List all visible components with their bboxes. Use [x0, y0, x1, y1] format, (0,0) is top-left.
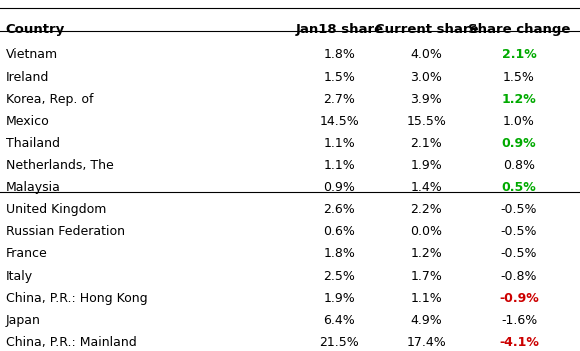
Text: 2.7%: 2.7% — [324, 93, 355, 106]
Text: 1.1%: 1.1% — [411, 292, 442, 305]
Text: Country: Country — [6, 23, 65, 36]
Text: -1.6%: -1.6% — [501, 314, 537, 327]
Text: China, P.R.: Mainland: China, P.R.: Mainland — [6, 336, 136, 349]
Text: 14.5%: 14.5% — [320, 115, 359, 128]
Text: 1.5%: 1.5% — [324, 71, 355, 84]
Text: Italy: Italy — [6, 270, 33, 283]
Text: 1.8%: 1.8% — [324, 48, 355, 61]
Text: France: France — [6, 247, 48, 260]
Text: 0.9%: 0.9% — [502, 137, 536, 150]
Text: 1.2%: 1.2% — [502, 93, 536, 106]
Text: -0.5%: -0.5% — [501, 225, 537, 238]
Text: Netherlands, The: Netherlands, The — [6, 159, 114, 172]
Text: Current share: Current share — [375, 23, 478, 36]
Text: Mexico: Mexico — [6, 115, 49, 128]
Text: 1.9%: 1.9% — [411, 159, 442, 172]
Text: 2.5%: 2.5% — [324, 270, 355, 283]
Text: China, P.R.: Hong Kong: China, P.R.: Hong Kong — [6, 292, 147, 305]
Text: 0.6%: 0.6% — [324, 225, 355, 238]
Text: -0.8%: -0.8% — [501, 270, 537, 283]
Text: 1.4%: 1.4% — [411, 181, 442, 194]
Text: 2.2%: 2.2% — [411, 203, 442, 216]
Text: Korea, Rep. of: Korea, Rep. of — [6, 93, 93, 106]
Text: 3.0%: 3.0% — [411, 71, 442, 84]
Text: 2.1%: 2.1% — [411, 137, 442, 150]
Text: Ireland: Ireland — [6, 71, 49, 84]
Text: 15.5%: 15.5% — [407, 115, 446, 128]
Text: 0.5%: 0.5% — [502, 181, 536, 194]
Text: 17.4%: 17.4% — [407, 336, 446, 349]
Text: Jan18 share: Jan18 share — [295, 23, 383, 36]
Text: Thailand: Thailand — [6, 137, 60, 150]
Text: United Kingdom: United Kingdom — [6, 203, 106, 216]
Text: -4.1%: -4.1% — [499, 336, 539, 349]
Text: 0.9%: 0.9% — [324, 181, 355, 194]
Text: 21.5%: 21.5% — [320, 336, 359, 349]
Text: 1.0%: 1.0% — [503, 115, 535, 128]
Text: 6.4%: 6.4% — [324, 314, 355, 327]
Text: 4.0%: 4.0% — [411, 48, 442, 61]
Text: Russian Federation: Russian Federation — [6, 225, 125, 238]
Text: 0.0%: 0.0% — [410, 225, 443, 238]
Text: 4.9%: 4.9% — [411, 314, 442, 327]
Text: -0.5%: -0.5% — [501, 203, 537, 216]
Text: 0.8%: 0.8% — [503, 159, 535, 172]
Text: 1.9%: 1.9% — [324, 292, 355, 305]
Text: 1.2%: 1.2% — [411, 247, 442, 260]
Text: 1.7%: 1.7% — [411, 270, 442, 283]
Text: Japan: Japan — [6, 314, 41, 327]
Text: 3.9%: 3.9% — [411, 93, 442, 106]
Text: 1.8%: 1.8% — [324, 247, 355, 260]
Text: 2.6%: 2.6% — [324, 203, 355, 216]
Text: 1.5%: 1.5% — [503, 71, 535, 84]
Text: Vietnam: Vietnam — [6, 48, 58, 61]
Text: Malaysia: Malaysia — [6, 181, 61, 194]
Text: Share change: Share change — [468, 23, 570, 36]
Text: -0.9%: -0.9% — [499, 292, 539, 305]
Text: 1.1%: 1.1% — [324, 137, 355, 150]
Text: -0.5%: -0.5% — [501, 247, 537, 260]
Text: 1.1%: 1.1% — [324, 159, 355, 172]
Text: 2.1%: 2.1% — [502, 48, 536, 61]
